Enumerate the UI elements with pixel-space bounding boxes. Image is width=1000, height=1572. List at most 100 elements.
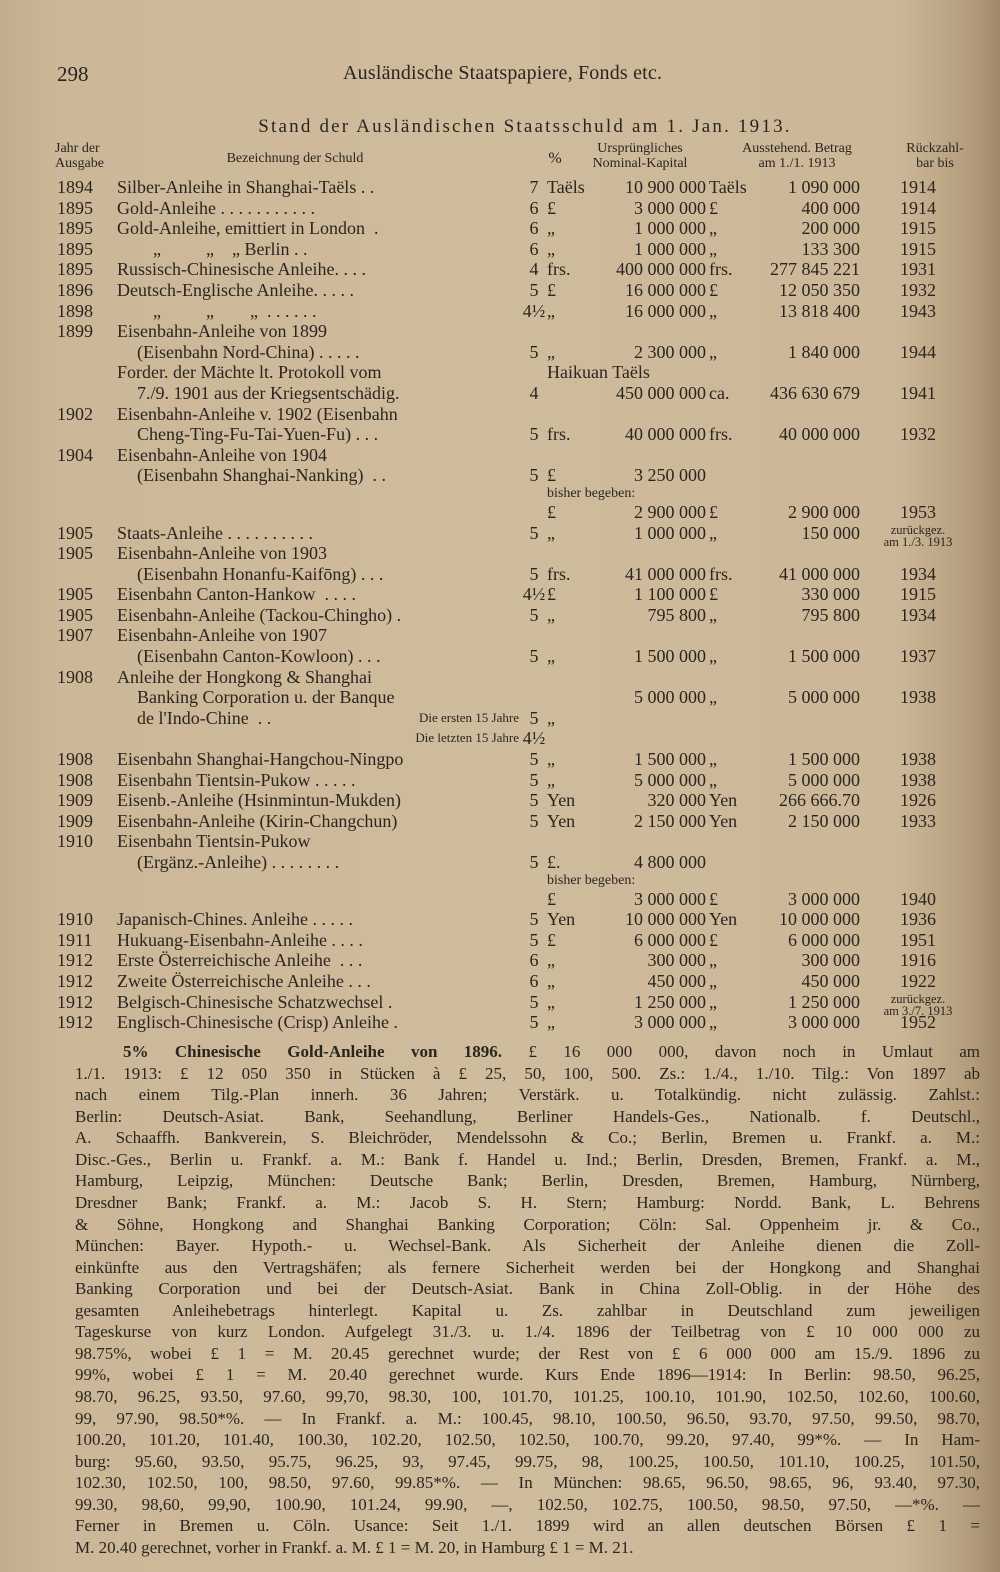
cell-repayable: 1915 <box>900 218 936 239</box>
cell-percent: 4½ <box>522 584 546 605</box>
description-text: Japanisch-Chines. Anleihe . . . . . <box>117 909 353 930</box>
description-text: Eisenbahn-Anleihe von 1903 <box>117 543 327 564</box>
cell-currency: „ <box>547 218 555 239</box>
cell-description: Gold-Anleihe, emittiert in London . <box>117 218 527 239</box>
cell-outstanding: 41 000 000 <box>779 563 860 584</box>
cell-percent: 5 <box>529 522 539 543</box>
cell-description: Silber-Anleihe in Shanghai-Taëls . . <box>117 177 527 198</box>
cell-nominal: 320 000 <box>647 790 707 811</box>
cell-year: 1912 <box>57 991 93 1012</box>
cell-currency: frs. <box>547 424 571 445</box>
paragraph-text: Dresdner Bank; Frankf. a. M.: Jacob S. H… <box>75 1192 980 1212</box>
cell-description: Eisenbahn-Anleihe (Kirin-Changchun) <box>117 811 527 832</box>
cell-currency: £ <box>547 888 556 909</box>
cell-currency-outstanding: Taëls <box>709 177 747 197</box>
cell-currency: „ <box>547 769 555 790</box>
cell-year: 1899 <box>57 321 93 342</box>
description-text: Silber-Anleihe in Shanghai-Taëls . . <box>117 177 375 197</box>
paragraph-line: Tageskurse von kurz London. Aufgelegt 31… <box>75 1321 980 1343</box>
cell-repayable: 1922 <box>900 970 936 991</box>
rate-period-note: Die letzten 15 Jahre <box>415 730 519 746</box>
cell-year: 1895 <box>57 238 93 259</box>
cell-percent: 5 <box>529 852 539 872</box>
cell-currency-outstanding: Yen <box>709 909 738 930</box>
cell-currency-outstanding: „ <box>709 991 717 1012</box>
cell-year: 1912 <box>57 950 93 971</box>
cell-nominal: 2 900 000 <box>634 501 706 522</box>
paragraph-line: 99.30, 98,60, 99,90, 100.90, 101.24, 99.… <box>75 1494 980 1516</box>
cell-year: 1895 <box>57 218 93 239</box>
header-nominal: Ursprüngliches Nominal-Kapital <box>592 141 688 171</box>
table-row: 1905 Staats-Anleihe . . . . . . . . . . 5 „… <box>0 522 1000 548</box>
cell-currency: frs. <box>547 563 571 584</box>
cell-percent: 5 <box>529 810 539 831</box>
cell-repayable: 1951 <box>900 929 936 950</box>
cell-outstanding: 1 500 000 <box>788 749 860 770</box>
cell-nominal: 400 000 000 <box>616 259 706 280</box>
paragraph-line: M. 20.40 gerechnet, vorher in Frankf. a.… <box>75 1537 980 1559</box>
paragraph-line: 102.30, 102.50, 100, 98.50, 97.60, 99.85… <box>75 1472 980 1494</box>
paragraph-line: nach einem Tilg.-Plan innerh. 36 Jahren;… <box>75 1084 980 1106</box>
cell-year: 1909 <box>57 790 93 811</box>
running-title: Ausländische Staatspapiere, Fonds etc. <box>343 62 663 84</box>
cell-repayable: 1915 <box>900 238 936 259</box>
table-row: (Ergänz.-Anleihe) . . . . . . . . 5 £. 4 80… <box>0 852 1000 873</box>
header-outstanding: Ausstehend. Betrag am 1./1. 1913 <box>742 141 852 171</box>
cell-description: Staats-Anleihe . . . . . . . . . . <box>117 523 527 544</box>
paragraph-line: gesamten Anleihebetrags hinterlegt. Kapi… <box>75 1300 980 1322</box>
cell-year: 1907 <box>57 625 93 646</box>
cell-repayable: 1940 <box>900 888 936 909</box>
description-text: (Eisenbahn Shanghai-Nanking) . . <box>137 465 386 486</box>
cell-outstanding: 450 000 <box>801 970 861 991</box>
cell-outstanding: 1 840 000 <box>788 341 860 362</box>
cell-currency: £ <box>547 465 556 486</box>
cell-percent: 5 <box>529 749 539 770</box>
paragraph-text: Tageskurse von kurz London. Aufgelegt 31… <box>75 1322 980 1342</box>
cell-description: (Ergänz.-Anleihe) . . . . . . . . <box>117 852 527 873</box>
cell-repayable: 1916 <box>900 950 936 971</box>
cell-nominal: 10 900 000 <box>625 177 706 197</box>
cell-outstanding: 40 000 000 <box>779 424 860 445</box>
paragraph-line: Hamburg, Leipzig, München: Deutsche Bank… <box>75 1170 980 1192</box>
paragraph-line: burg: 95.60, 93.50, 95.75, 96.25, 93, 97… <box>75 1451 980 1473</box>
cell-description: Belgisch-Chinesische Schatzwechsel . <box>117 992 527 1013</box>
cell-description: Japanisch-Chines. Anleihe . . . . . <box>117 909 527 930</box>
cell-outstanding: 2 900 000 <box>788 501 860 522</box>
description-text: Eisenbahn-Anleihe v. 1902 (Eisenbahn <box>117 403 398 424</box>
paragraph-line: Ferner in Bremen u. Cöln. Usance: Seit 1… <box>75 1515 980 1537</box>
cell-repayable: 1936 <box>900 909 936 930</box>
cell-description: Gold-Anleihe . . . . . . . . . . . <box>117 198 527 219</box>
cell-description: (Eisenbahn Nord-China) . . . . . <box>117 342 527 363</box>
cell-description: Zweite Österreichische Anleihe . . . <box>117 971 527 992</box>
cell-percent: 5 <box>529 341 539 362</box>
cell-nominal: 1 100 000 <box>634 584 706 605</box>
cell-repayable: 1953 <box>900 501 936 522</box>
table-row: £3 000 000 £3 000 000 1940 <box>0 889 1000 910</box>
cell-repayable: zurückgez. am 3./7. 1913 <box>883 991 953 1018</box>
paragraph-line: 98.70, 96.25, 93.50, 97.60, 99,70, 98.30… <box>75 1386 980 1408</box>
cell-repayable: 1943 <box>900 300 936 321</box>
cell-description: „ „ „ Berlin . . <box>117 239 527 260</box>
description-text: Eisenbahn-Anleihe (Tackou-Chingho) . <box>117 604 402 625</box>
description-text: Gold-Anleihe . . . . . . . . . . . <box>117 197 315 218</box>
paragraph-line: Banking Corporation und bei der Deutsch-… <box>75 1278 980 1300</box>
cell-percent: 5 <box>529 646 539 667</box>
cell-nominal: 1 000 000 <box>634 218 706 239</box>
cell-repayable: zurückgez. am 1./3. 1913 <box>883 522 953 549</box>
paragraph-text: Berlin: Deutsch-Asiat. Bank, Seehandlung… <box>75 1106 980 1126</box>
cell-percent: 5 <box>529 279 539 300</box>
description-text: Eisenbahn-Anleihe von 1907 <box>117 625 327 646</box>
cell-year: 1902 <box>57 403 93 424</box>
table-row: 1896 Deutsch-Englische Anleihe. . . . . 5 £… <box>0 280 1000 301</box>
cell-currency: £ <box>547 929 556 950</box>
description-text: Eisenb.-Anleihe (Hsinmintun-Mukden) <box>117 790 401 811</box>
cell-currency-outstanding: „ <box>709 604 717 625</box>
table-row: Die letzten 15 Jahre 4½ <box>0 728 1000 749</box>
description-text: Englisch-Chinesische (Crisp) Anleihe . <box>117 1012 398 1033</box>
rate-period-note: Die ersten 15 Jahre <box>419 709 519 725</box>
table-row: bisher begeben: <box>0 486 1000 502</box>
cell-nominal: 1 500 000 <box>634 749 706 770</box>
cell-nominal: 1 000 000 <box>634 238 706 259</box>
paragraph-text: 99.30, 98,60, 99,90, 100.90, 101.24, 99.… <box>75 1494 980 1514</box>
cell-currency-outstanding: „ <box>709 218 717 239</box>
